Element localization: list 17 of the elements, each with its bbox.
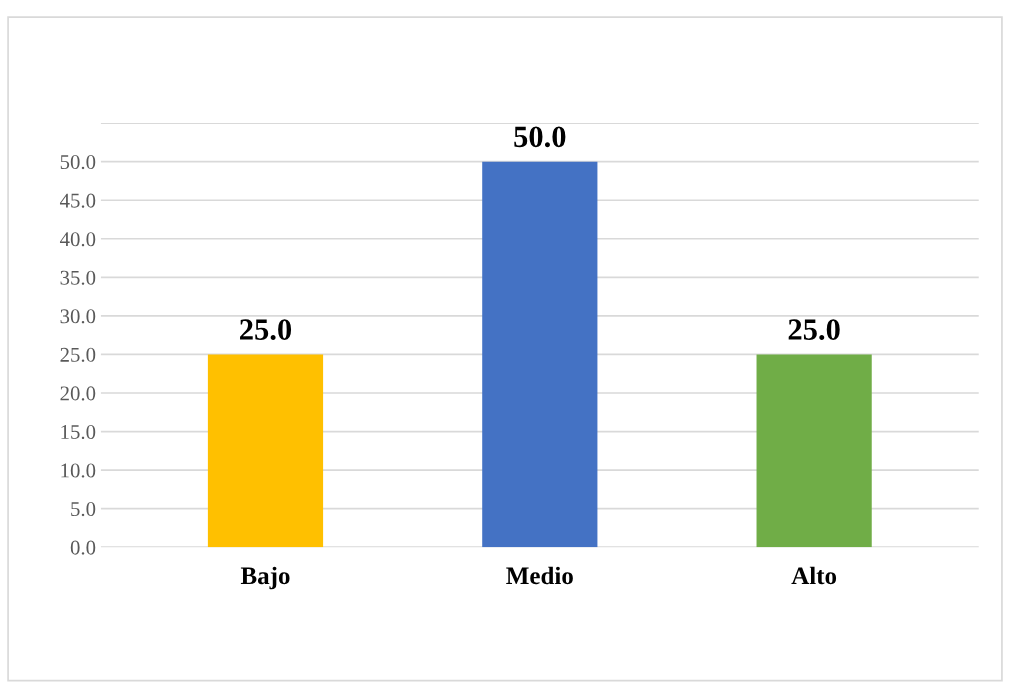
y-tick-label: 25.0 bbox=[60, 347, 96, 362]
y-tick-label: 30.0 bbox=[60, 309, 96, 324]
y-tick-label: 40.0 bbox=[59, 232, 96, 247]
x-tick-label: Bajo bbox=[240, 566, 290, 590]
y-tick-label: 20.0 bbox=[60, 386, 96, 401]
x-tick-label: Medio bbox=[506, 566, 573, 585]
data-label: 25.0 bbox=[788, 319, 840, 341]
y-tick-label: 45.0 bbox=[59, 193, 96, 208]
data-label: 25.0 bbox=[240, 319, 292, 341]
y-tick-label: 50.0 bbox=[60, 155, 96, 170]
y-tick-label: 5.0 bbox=[71, 502, 96, 517]
y-tick-label: 15.0 bbox=[61, 424, 96, 440]
y-tick-label: 10.0 bbox=[61, 463, 96, 478]
x-tick-label: Alto bbox=[791, 566, 837, 585]
y-tick-label: 0.0 bbox=[70, 540, 96, 555]
data-label: 50.0 bbox=[514, 126, 566, 148]
y-tick-label: 35.0 bbox=[60, 270, 96, 285]
